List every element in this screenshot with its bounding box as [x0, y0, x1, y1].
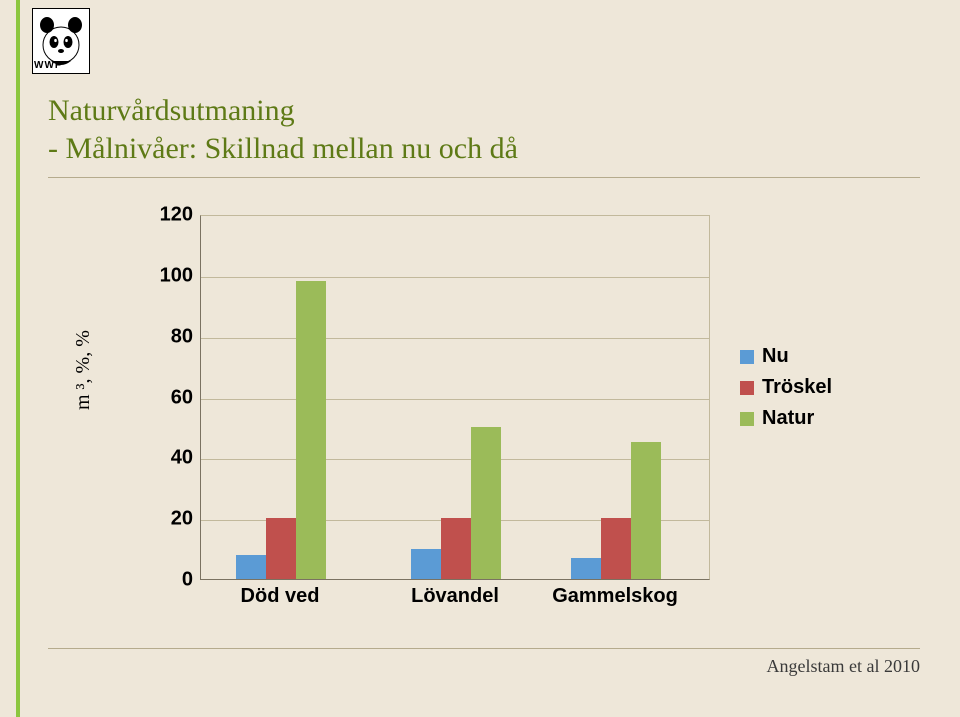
legend-label: Natur: [762, 407, 814, 430]
bar: [571, 558, 601, 579]
legend-swatch: [740, 350, 754, 364]
ytick-label: 40: [153, 447, 193, 470]
title-line-1: Naturvårdsutmaning: [48, 92, 920, 130]
accent-stripe: [16, 0, 20, 717]
gridline: [201, 277, 709, 278]
bar: [236, 555, 266, 579]
bar: [601, 518, 631, 579]
legend-label: Nu: [762, 345, 789, 368]
ytick-label: 120: [153, 204, 193, 227]
bar: [411, 549, 441, 579]
bar-chart: 020406080100120Död vedLövandelGammelskog: [148, 215, 708, 610]
gridline: [201, 338, 709, 339]
y-axis-label: m ³, %, %: [72, 330, 95, 410]
chart-plot: [200, 215, 710, 580]
title-block: Naturvårdsutmaning - Målnivåer: Skillnad…: [48, 92, 920, 178]
legend: Nu Tröskel Natur: [740, 345, 832, 438]
legend-item: Natur: [740, 407, 832, 430]
gridline: [201, 399, 709, 400]
bar: [631, 442, 661, 579]
citation: Angelstam et al 2010: [767, 656, 920, 677]
legend-label: Tröskel: [762, 376, 832, 399]
legend-item: Tröskel: [740, 376, 832, 399]
xtick-label: Lövandel: [411, 585, 499, 608]
title-line-2: - Målnivåer: Skillnad mellan nu och då: [48, 130, 920, 168]
bottom-rule: [48, 648, 920, 649]
bar: [441, 518, 471, 579]
legend-swatch: [740, 381, 754, 395]
ytick-label: 80: [153, 325, 193, 348]
legend-swatch: [740, 412, 754, 426]
ytick-label: 0: [153, 569, 193, 592]
bar: [296, 281, 326, 579]
title-rule: [48, 177, 920, 178]
bar: [471, 427, 501, 579]
ytick-label: 60: [153, 386, 193, 409]
legend-item: Nu: [740, 345, 832, 368]
ytick-label: 100: [153, 264, 193, 287]
bar: [266, 518, 296, 579]
xtick-label: Gammelskog: [552, 585, 678, 608]
xtick-label: Död ved: [241, 585, 320, 608]
wwf-logo-text: WWF: [34, 60, 62, 71]
ytick-label: 20: [153, 508, 193, 531]
